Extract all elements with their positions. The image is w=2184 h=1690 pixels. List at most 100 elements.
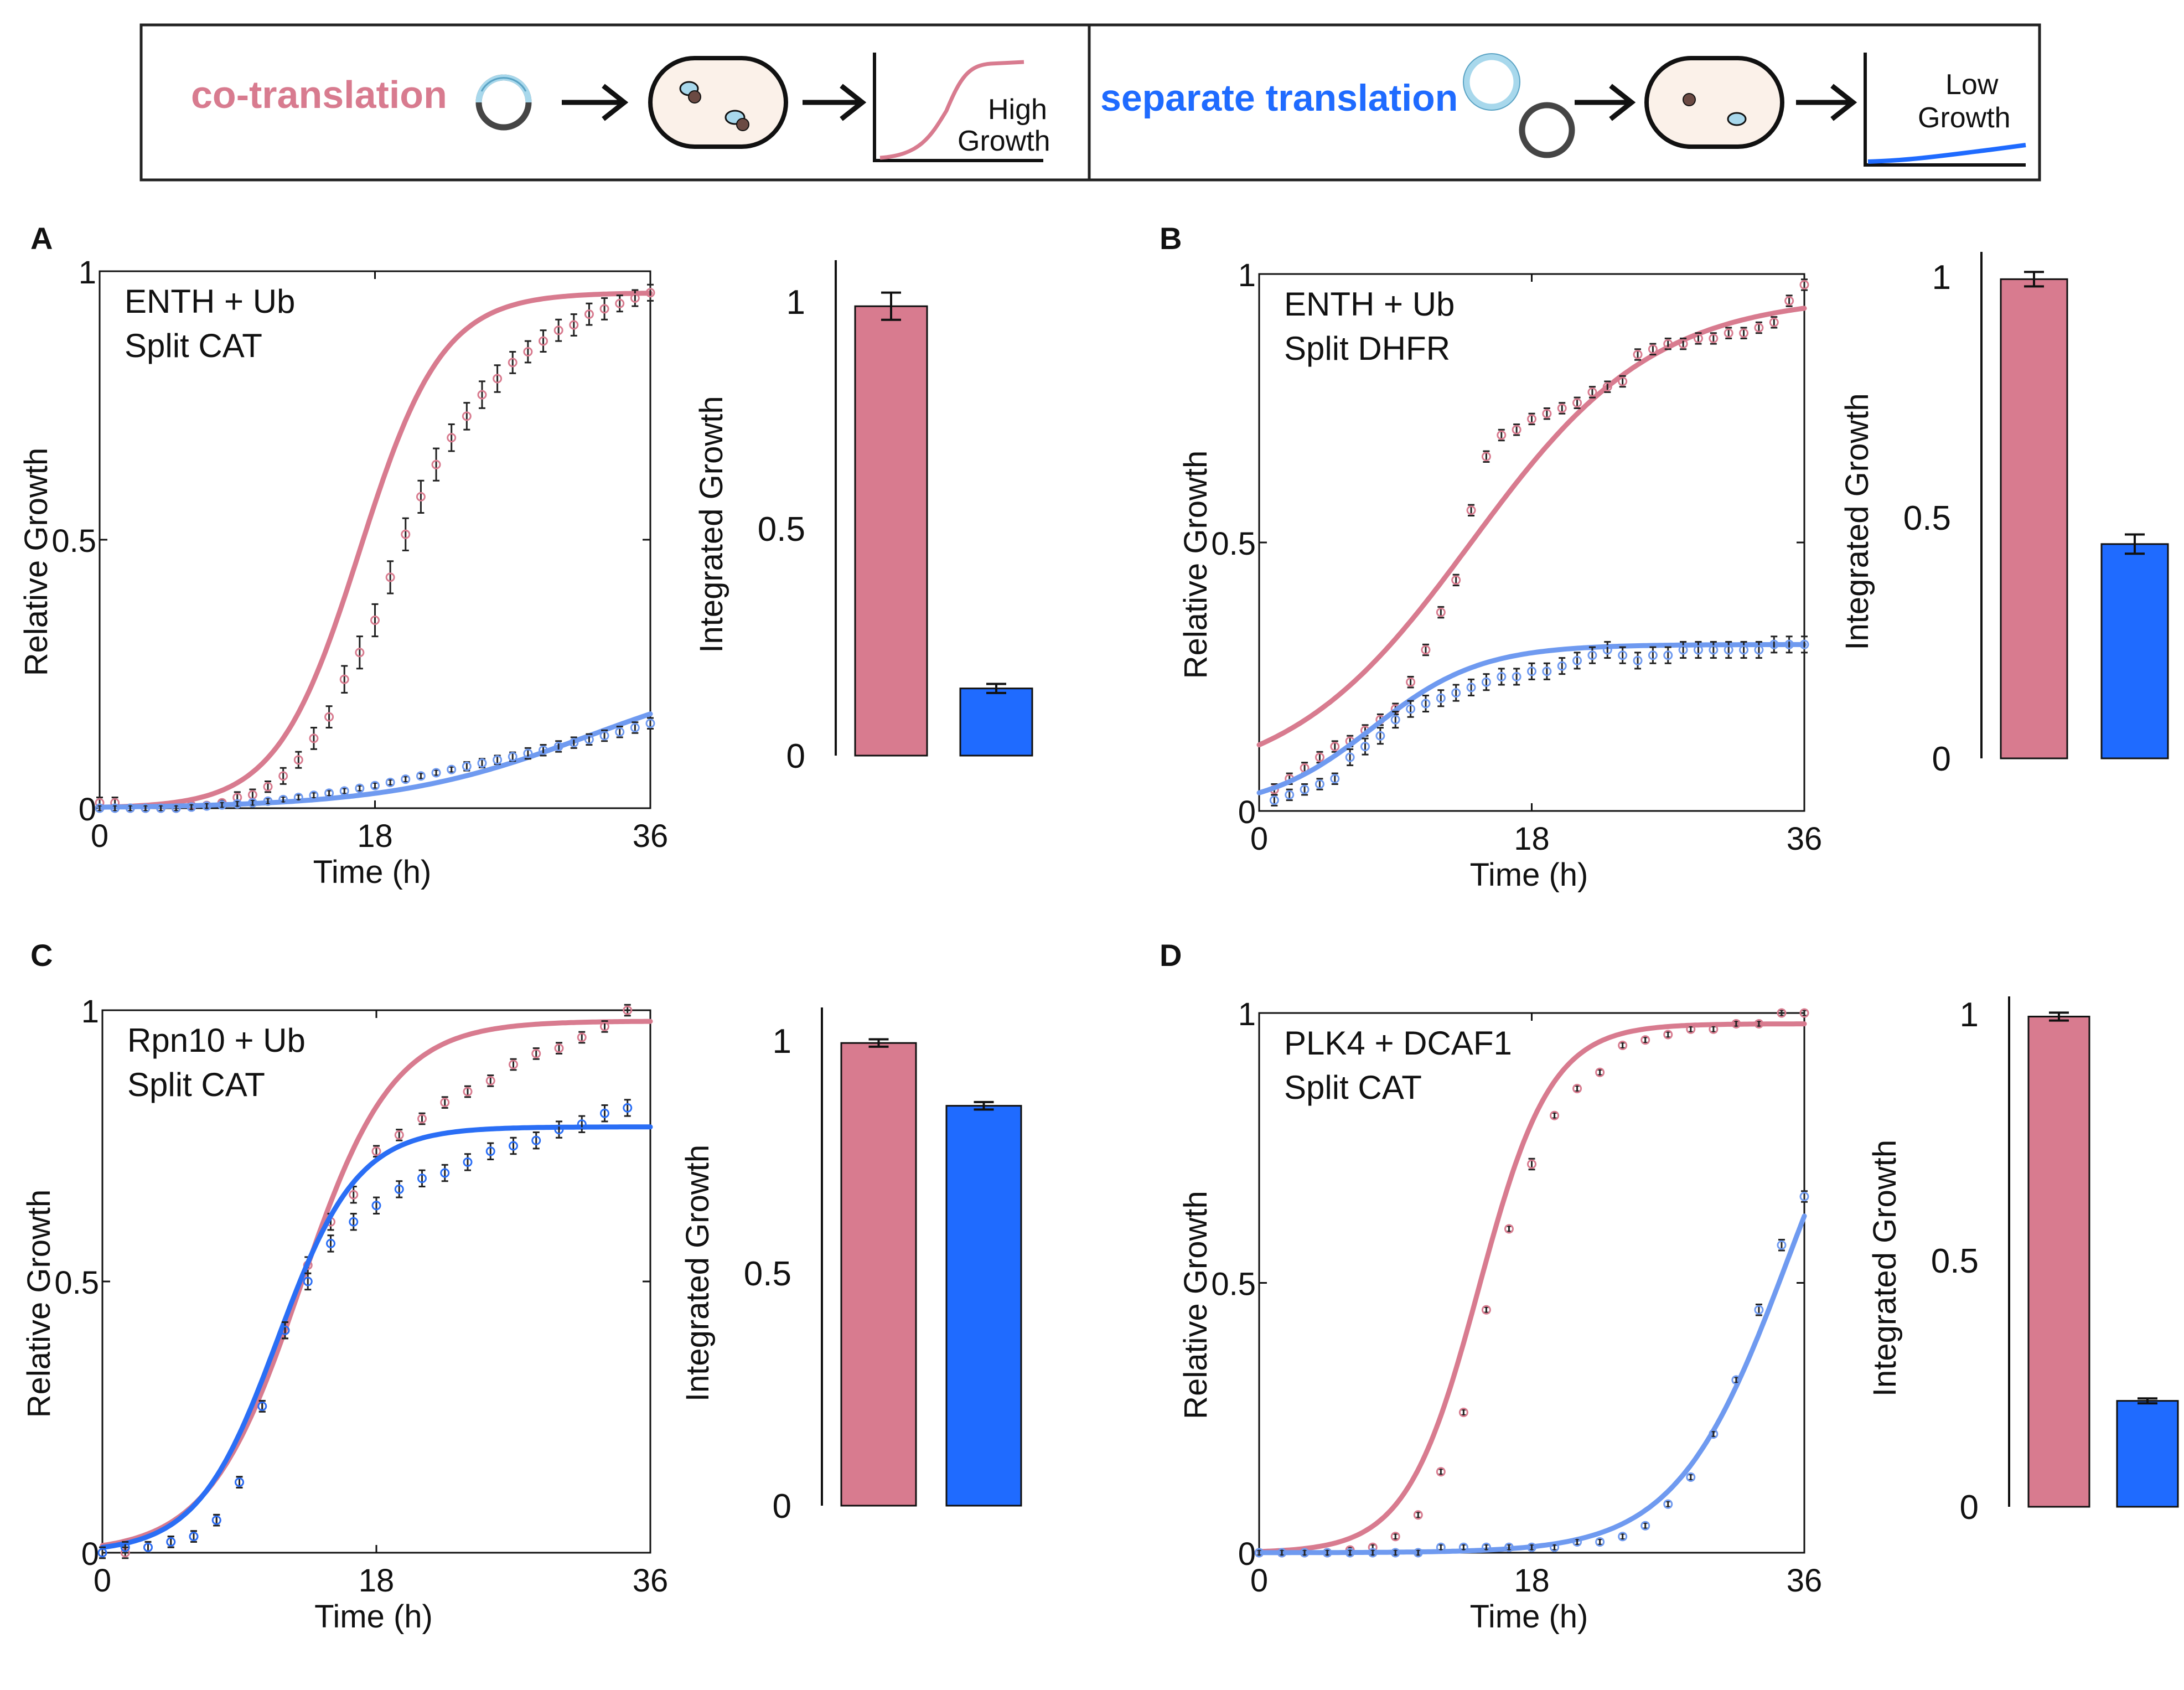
- bar-y-tick-label: 1: [1932, 259, 1951, 297]
- data-point: [554, 1125, 564, 1135]
- data-point: [339, 786, 349, 796]
- x-tick-label: 0: [94, 1563, 111, 1599]
- data-point: [217, 800, 227, 810]
- data-point: [523, 748, 533, 758]
- y-tick-label: 0.5: [51, 523, 96, 559]
- y-tick-label: 0: [1238, 1536, 1256, 1572]
- data-point: [401, 774, 411, 784]
- series-co-translation: [95, 283, 655, 813]
- data-point: [125, 803, 135, 813]
- y-tick-label: 1: [81, 994, 99, 1030]
- x-tick-label: 0: [1250, 1563, 1268, 1599]
- bar-co-translation: [2027, 1015, 2090, 1508]
- bar-chart-b: 0 0.5 1 Integrated Growth: [1839, 252, 2169, 778]
- x-tick-label: 36: [633, 818, 669, 854]
- data-point: [1550, 1542, 1560, 1552]
- data-point: [1527, 666, 1536, 676]
- data-point: [171, 803, 181, 813]
- data-point: [615, 298, 625, 308]
- data-point: [531, 1048, 541, 1058]
- data-point: [1436, 1467, 1446, 1477]
- data-point: [630, 723, 640, 732]
- data-point: [1754, 645, 1764, 655]
- data-point: [339, 674, 349, 684]
- annotation-line1: PLK4 + DCAF1: [1284, 1025, 1512, 1062]
- data-point: [370, 781, 380, 790]
- annotation-line1: ENTH + Ub: [1284, 286, 1455, 323]
- data-point: [120, 1542, 130, 1552]
- data-point: [1784, 296, 1794, 306]
- data-point: [1739, 328, 1749, 338]
- data-point: [1709, 333, 1719, 343]
- sep-plasmid-light-icon: [1463, 53, 1520, 111]
- data-point: [1777, 1240, 1787, 1250]
- data-point: [1678, 339, 1688, 349]
- data-point: [1709, 1429, 1719, 1439]
- data-point: [508, 358, 517, 368]
- data-point: [1777, 1008, 1787, 1018]
- data-point: [1663, 1499, 1673, 1509]
- data-point: [1754, 323, 1764, 333]
- data-point: [1572, 398, 1582, 408]
- data-point: [1595, 1067, 1605, 1077]
- data-point: [1769, 317, 1779, 327]
- low-growth-line2: Growth: [1918, 102, 2011, 134]
- bar-y-axis-label: Integrated Growth: [1839, 393, 1875, 650]
- data-point: [1648, 650, 1658, 660]
- panel-letter-a: A: [30, 221, 53, 256]
- y-tick-label: 0.5: [54, 1265, 99, 1301]
- data-point: [1663, 650, 1673, 660]
- high-growth-line2: Growth: [958, 125, 1050, 157]
- data-point: [1300, 1548, 1310, 1558]
- data-point: [1413, 1510, 1423, 1520]
- y-tick-label: 1: [1238, 257, 1256, 293]
- data-point: [189, 1532, 199, 1542]
- data-point: [371, 1201, 381, 1211]
- series-separate-translation: [1256, 635, 1809, 807]
- data-point: [554, 1043, 564, 1053]
- bar-chart-d: 0 0.5 1 Integrated Growth: [1867, 996, 2179, 1527]
- x-axis-label: Time (h): [1470, 857, 1588, 893]
- data-point: [615, 727, 625, 737]
- bar-y-tick-label: 0: [773, 1487, 791, 1526]
- data-point: [1572, 655, 1582, 665]
- bar-co-translation: [854, 305, 928, 757]
- data-point: [462, 761, 472, 771]
- data-point: [600, 1021, 609, 1031]
- series-separate-translation: [1254, 1190, 1809, 1558]
- data-point: [257, 1401, 267, 1411]
- bar-y-tick-label: 1: [786, 283, 805, 322]
- data-point: [1314, 779, 1324, 789]
- sep-plasmid-dark-icon: [1519, 102, 1575, 158]
- x-tick-label: 0: [1250, 821, 1268, 857]
- chart-panel-c: 0 0.5 1 0 18 36 Time (h) Relative Growth Rpn10 +…: [21, 994, 1022, 1635]
- data-point: [324, 712, 334, 722]
- data-point: [1300, 784, 1310, 794]
- data-point: [1618, 1041, 1628, 1050]
- data-point: [1709, 645, 1719, 655]
- data-point: [278, 794, 288, 804]
- data-point: [1497, 672, 1507, 681]
- data-point: [1322, 1548, 1332, 1558]
- data-point: [166, 1537, 176, 1547]
- data-point: [1542, 666, 1552, 676]
- data-point: [431, 768, 441, 778]
- data-point: [1375, 731, 1385, 741]
- data-point: [623, 1005, 633, 1015]
- data-point: [645, 288, 655, 298]
- data-point: [1481, 1305, 1491, 1315]
- data-point: [211, 1515, 221, 1525]
- data-point: [1458, 1408, 1468, 1417]
- data-point: [630, 293, 640, 303]
- data-point: [508, 752, 517, 762]
- panel-letter-d: D: [1160, 938, 1182, 973]
- data-point: [232, 799, 242, 809]
- data-point: [110, 803, 120, 813]
- bar-chart-a: 0 0.5 1 Integrated Growth: [694, 260, 1033, 776]
- data-point: [1421, 699, 1431, 709]
- bar-y-axis-label: Integrated Growth: [1867, 1140, 1903, 1397]
- data-point: [1618, 1532, 1628, 1542]
- data-point: [1731, 1375, 1741, 1385]
- data-point: [1595, 1537, 1605, 1547]
